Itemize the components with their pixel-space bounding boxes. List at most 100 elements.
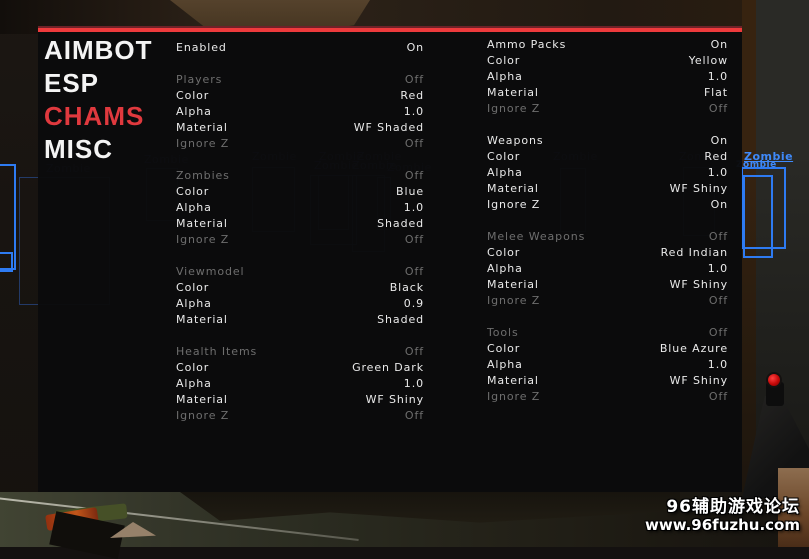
setting-label: Color: [487, 150, 521, 163]
sidebar-item-aimbot[interactable]: AIMBOT: [44, 35, 153, 65]
settings-group: Viewmodel Off Color Black Alpha 0.9 Material Sh…: [176, 264, 424, 328]
setting-row-color[interactable]: Color Blue: [176, 184, 424, 200]
setting-row-alpha[interactable]: Alpha 1.0: [487, 261, 728, 277]
setting-row-health-items[interactable]: Health Items Off: [176, 344, 424, 360]
setting-row-tools[interactable]: Tools Off: [487, 325, 728, 341]
setting-row-material[interactable]: Material WF Shiny: [487, 277, 728, 293]
setting-value: Shaded: [377, 313, 424, 326]
setting-row-color[interactable]: Color Black: [176, 280, 424, 296]
setting-row-ignore-z[interactable]: Ignore Z Off: [487, 101, 728, 117]
setting-row-material[interactable]: Material WF Shaded: [176, 120, 424, 136]
setting-label: Ignore Z: [487, 294, 541, 307]
setting-row-color[interactable]: Color Yellow: [487, 53, 728, 69]
setting-row-alpha[interactable]: Alpha 1.0: [487, 69, 728, 85]
setting-value: Off: [404, 409, 424, 422]
weapon-front-sight: [766, 382, 784, 406]
setting-row-color[interactable]: Color Green Dark: [176, 360, 424, 376]
setting-row-ignore-z[interactable]: Ignore Z Off: [176, 408, 424, 424]
setting-row-color[interactable]: Color Red Indian: [487, 245, 728, 261]
setting-value: On: [710, 38, 728, 51]
watermark-forum-name: 96辅助游戏论坛: [666, 497, 800, 517]
setting-row-material[interactable]: Material Flat: [487, 85, 728, 101]
setting-value: 1.0: [707, 70, 728, 83]
setting-row-viewmodel[interactable]: Viewmodel Off: [176, 264, 424, 280]
setting-row-color[interactable]: Color Red: [487, 149, 728, 165]
esp-box: [741, 167, 786, 249]
setting-row-ignore-z[interactable]: Ignore Z Off: [176, 136, 424, 152]
sidebar-item-esp[interactable]: ESP: [44, 68, 100, 98]
setting-label: Color: [176, 361, 210, 374]
setting-value: Off: [404, 169, 424, 182]
setting-label: Color: [487, 342, 521, 355]
esp-box: [0, 252, 13, 272]
setting-label: Alpha: [487, 70, 523, 83]
setting-row-ignore-z[interactable]: Ignore Z Off: [487, 389, 728, 405]
setting-label: Material: [176, 313, 228, 326]
setting-label: Color: [176, 281, 210, 294]
setting-value: Off: [708, 294, 728, 307]
setting-row-alpha[interactable]: Alpha 1.0: [176, 200, 424, 216]
setting-value: Red Indian: [660, 246, 728, 259]
setting-value: Off: [404, 345, 424, 358]
setting-label: Zombies: [176, 169, 230, 182]
sidebar: AIMBOT ESP CHAMS MISC: [44, 34, 172, 166]
setting-row-weapons[interactable]: Weapons On: [487, 133, 728, 149]
setting-row-enabled[interactable]: Enabled On: [176, 40, 424, 56]
settings-group: Weapons On Color Red Alpha 1.0 Material WF Shin…: [487, 133, 728, 213]
setting-row-alpha[interactable]: Alpha 0.9: [176, 296, 424, 312]
watermark-url: www.96fuzhu.com: [644, 516, 800, 534]
setting-label: Material: [487, 374, 539, 387]
settings-group: Players Off Color Red Alpha 1.0 Material WF Sha…: [176, 72, 424, 152]
setting-value: Red: [704, 150, 728, 163]
setting-label: Material: [176, 217, 228, 230]
setting-row-material[interactable]: Material WF Shiny: [487, 181, 728, 197]
setting-row-material[interactable]: Material Shaded: [176, 216, 424, 232]
setting-row-melee-weapons[interactable]: Melee Weapons Off: [487, 229, 728, 245]
setting-row-ignore-z[interactable]: Ignore Z Off: [487, 293, 728, 309]
setting-value: 1.0: [707, 262, 728, 275]
setting-row-material[interactable]: Material Shaded: [176, 312, 424, 328]
setting-row-alpha[interactable]: Alpha 1.0: [176, 104, 424, 120]
setting-value: Black: [389, 281, 424, 294]
settings-group: Ammo Packs On Color Yellow Alpha 1.0 Material F…: [487, 37, 728, 117]
setting-label: Ignore Z: [176, 409, 230, 422]
setting-label: Color: [487, 54, 521, 67]
setting-value: Blue Azure: [659, 342, 728, 355]
settings-group: Enabled On: [176, 40, 424, 56]
setting-value: Off: [708, 102, 728, 115]
setting-label: Tools: [487, 326, 519, 339]
setting-row-alpha[interactable]: Alpha 1.0: [487, 165, 728, 181]
setting-label: Alpha: [176, 105, 212, 118]
settings-column-2: Ammo Packs On Color Yellow Alpha 1.0 Material F…: [487, 37, 728, 421]
setting-label: Material: [176, 121, 228, 134]
setting-label: Weapons: [487, 134, 544, 147]
setting-value: WF Shiny: [669, 374, 728, 387]
setting-value: 1.0: [403, 105, 424, 118]
setting-row-alpha[interactable]: Alpha 1.0: [176, 376, 424, 392]
setting-value: 1.0: [403, 201, 424, 214]
setting-row-color[interactable]: Color Red: [176, 88, 424, 104]
setting-row-players[interactable]: Players Off: [176, 72, 424, 88]
sidebar-item-chams[interactable]: CHAMS: [44, 101, 145, 131]
setting-row-material[interactable]: Material WF Shiny: [487, 373, 728, 389]
setting-value: WF Shiny: [365, 393, 424, 406]
setting-value: Red: [400, 89, 424, 102]
watermark: 96辅助游戏论坛 www.96fuzhu.com: [645, 498, 800, 534]
setting-value: Blue: [396, 185, 424, 198]
setting-value: WF Shiny: [669, 278, 728, 291]
setting-value: WF Shaded: [353, 121, 424, 134]
setting-row-ammo-packs[interactable]: Ammo Packs On: [487, 37, 728, 53]
setting-row-material[interactable]: Material WF Shiny: [176, 392, 424, 408]
setting-row-color[interactable]: Color Blue Azure: [487, 341, 728, 357]
setting-value: Flat: [703, 86, 728, 99]
setting-value: Off: [708, 390, 728, 403]
setting-label: Material: [487, 278, 539, 291]
setting-row-ignore-z[interactable]: Ignore Z Off: [176, 232, 424, 248]
sidebar-item-misc[interactable]: MISC: [44, 134, 113, 164]
setting-row-zombies[interactable]: Zombies Off: [176, 168, 424, 184]
setting-row-ignore-z[interactable]: Ignore Z On: [487, 197, 728, 213]
setting-row-alpha[interactable]: Alpha 1.0: [487, 357, 728, 373]
setting-value: WF Shiny: [669, 182, 728, 195]
esp-label-zombie: Zombie: [744, 150, 794, 163]
setting-value: Green Dark: [352, 361, 424, 374]
